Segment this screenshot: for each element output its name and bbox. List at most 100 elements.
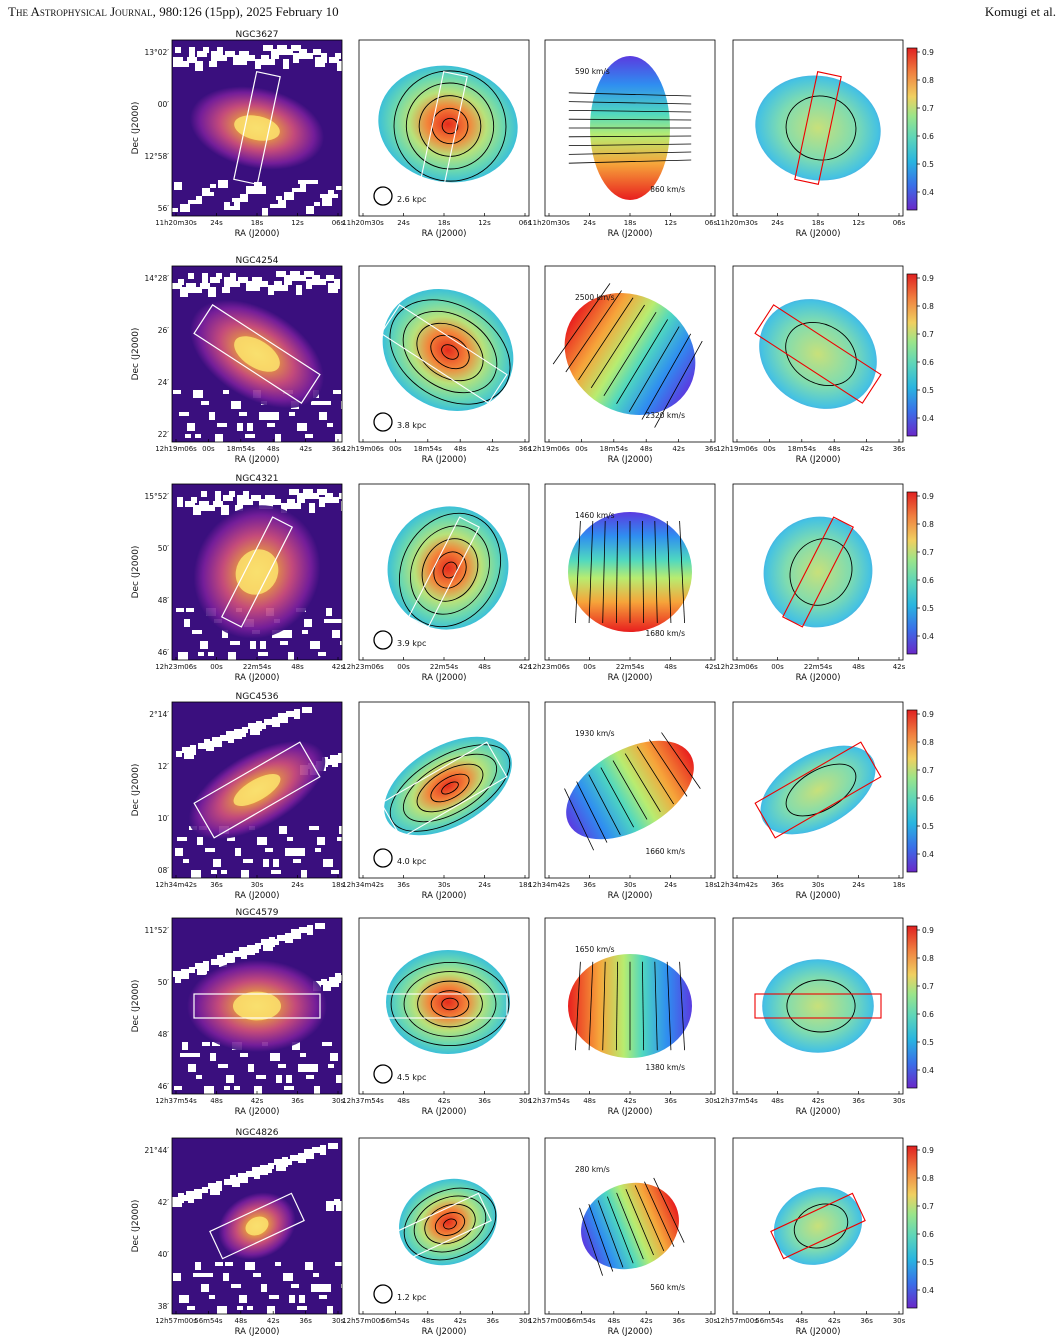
dec-axis-label: Dec (J2000) xyxy=(131,328,141,381)
noise-mask xyxy=(271,939,279,945)
ra-tick-label: 12h57m00s xyxy=(155,1317,197,1325)
galaxy-bulge xyxy=(234,336,280,372)
noise-mask xyxy=(335,434,345,442)
ra-tick-label: 30s xyxy=(519,1097,532,1105)
ra-tick-label: 24s xyxy=(852,881,865,889)
ra-tick-label: 30s xyxy=(893,1097,906,1105)
ra-axis-label: RA (J2000) xyxy=(608,1107,653,1117)
noise-mask xyxy=(175,973,181,983)
ra-axis-label: RA (J2000) xyxy=(235,455,280,465)
colorbar-tick-label: 0.6 xyxy=(922,576,934,585)
ra-tick-label: 00s xyxy=(763,445,776,453)
colorbar-tick-label: 0.6 xyxy=(922,794,934,803)
noise-mask xyxy=(333,497,339,503)
ra-tick-label: 18s xyxy=(519,881,532,889)
noise-mask xyxy=(240,1175,246,1181)
noise-mask xyxy=(291,1284,299,1288)
beam-scale-label: 4.5 kpc xyxy=(397,1073,426,1082)
noise-mask xyxy=(237,495,247,505)
noise-mask xyxy=(301,870,307,878)
noise-mask xyxy=(211,870,217,874)
panel-frame xyxy=(171,265,343,443)
contour-line xyxy=(402,310,498,394)
isovelocity-contour xyxy=(568,101,692,105)
contour-line xyxy=(421,538,479,602)
noise-mask xyxy=(298,1153,306,1163)
noise-mask xyxy=(214,739,220,745)
noise-mask xyxy=(254,1169,260,1179)
colorbar-gradient xyxy=(906,925,918,1089)
isovelocity-contour xyxy=(575,520,581,624)
dec-tick-label: 08′ xyxy=(158,866,170,875)
isovelocity-contour xyxy=(568,92,692,97)
noise-mask xyxy=(320,1145,326,1155)
isovelocity-contour xyxy=(653,1177,685,1243)
noise-mask xyxy=(332,757,338,767)
ra-tick-label: 30s xyxy=(705,1097,718,1105)
ra-tick-label: 48s xyxy=(291,663,304,671)
noise-mask xyxy=(252,277,262,287)
colorbar-tick-label: 0.7 xyxy=(922,548,934,557)
velocity-low-label: 560 km/s xyxy=(650,1283,685,1292)
ra-tick-label: 18s xyxy=(893,881,906,889)
isovelocity-contour xyxy=(603,311,657,397)
ra-tick-label: 12h37m54s xyxy=(155,1097,197,1105)
noise-mask xyxy=(223,495,233,501)
noise-mask xyxy=(247,423,253,431)
noise-mask xyxy=(311,401,321,405)
panel-frame xyxy=(544,1137,716,1315)
dec-tick-label: 11°52′ xyxy=(144,926,169,935)
noise-mask xyxy=(172,208,178,212)
colorbar-tick-label: 0.4 xyxy=(922,1286,934,1295)
noise-mask xyxy=(335,53,341,59)
noise-mask xyxy=(311,1284,321,1292)
noise-mask xyxy=(297,423,307,431)
velocity-high-label: 280 km/s xyxy=(575,1165,610,1174)
noise-mask xyxy=(319,412,327,420)
isovelocity-contour xyxy=(616,319,669,404)
ra-tick-label: 30s xyxy=(251,881,264,889)
ra-tick-label: 18s xyxy=(624,219,637,227)
isovelocity-contour xyxy=(568,151,692,155)
noise-mask xyxy=(286,1075,292,1083)
noise-mask xyxy=(315,923,325,929)
noise-mask xyxy=(284,1159,292,1165)
noise-mask xyxy=(336,1075,346,1083)
isovelocity-contour xyxy=(552,283,611,365)
isovelocity-contour xyxy=(661,732,701,789)
colorbar-gradient xyxy=(906,1145,918,1309)
slit-box xyxy=(380,993,508,1019)
noise-mask xyxy=(306,206,314,214)
ra-tick-label: 12h23m06s xyxy=(716,663,758,671)
noise-mask xyxy=(330,194,338,198)
noise-mask xyxy=(276,1075,282,1083)
noise-mask xyxy=(298,275,306,281)
ratio-map xyxy=(762,959,874,1053)
isovelocity-contour xyxy=(615,520,618,624)
noise-mask xyxy=(231,401,241,409)
ra-tick-label: 18s xyxy=(812,219,825,227)
ra-axis-label: RA (J2000) xyxy=(796,891,841,901)
ra-tick-label: 12h37m54s xyxy=(716,1097,758,1105)
noise-mask xyxy=(285,49,293,55)
isovelocity-contour xyxy=(602,520,606,624)
co-map-panel: 3.8 kpc 12h19m06s 00s 18m54s 48s 42s 36s RA (J2… xyxy=(342,265,532,465)
contour-line xyxy=(793,1203,849,1249)
noise-mask xyxy=(219,957,227,967)
slit-box xyxy=(408,516,480,628)
ra-tick-label: 42s xyxy=(624,1097,637,1105)
noise-mask xyxy=(265,495,275,505)
ra-tick-label: 42s xyxy=(519,663,532,671)
slit-box xyxy=(380,304,508,404)
beam-circle xyxy=(373,412,393,432)
noise-mask xyxy=(234,1086,240,1090)
noise-mask xyxy=(259,412,269,420)
velocity-low-label: 1680 km/s xyxy=(645,629,685,638)
noise-mask xyxy=(314,202,320,206)
colorbar-tick-label: 0.4 xyxy=(922,1066,934,1075)
ra-axis-label: RA (J2000) xyxy=(235,229,280,239)
velocity-low-label: 2320 km/s xyxy=(645,411,685,420)
ra-tick-label: 00s xyxy=(575,445,588,453)
